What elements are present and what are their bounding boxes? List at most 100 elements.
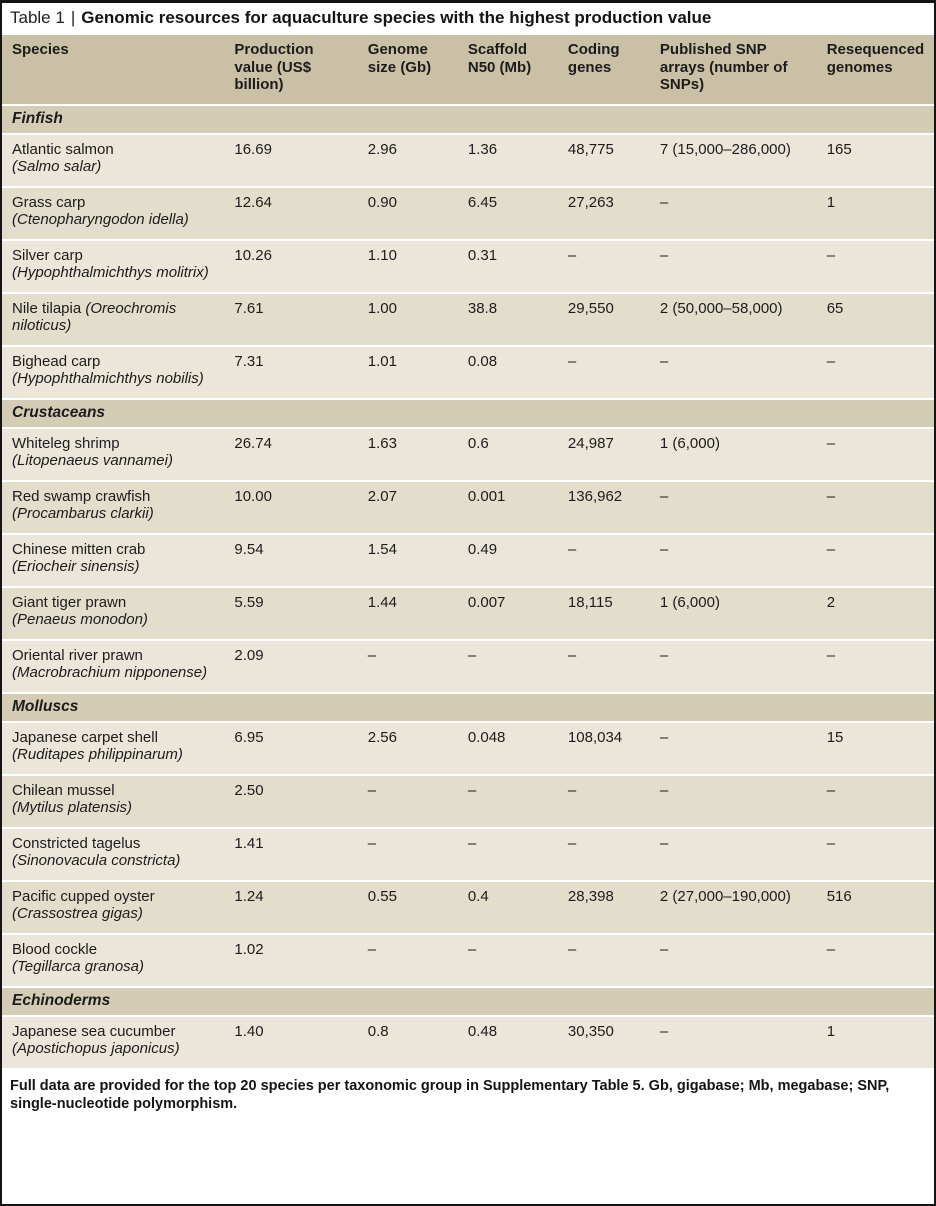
table-cell: 2.56 xyxy=(357,721,458,776)
table-cell: – xyxy=(649,639,817,694)
table-cell: 1.54 xyxy=(357,533,458,588)
table-cell: – xyxy=(816,480,934,535)
species-scientific-name: (Hypophthalmichthys molitrix) xyxy=(12,264,209,281)
table-cell: – xyxy=(816,239,934,294)
table-row: Chilean mussel (Mytilus platensis) 2.50– – –… xyxy=(2,774,934,829)
species-scientific-name: (Mytilus platensis) xyxy=(12,799,133,816)
table-cell: – xyxy=(649,239,817,294)
table-cell: 7.31 xyxy=(224,345,358,400)
species-cell: Blood cockle (Tegillarca granosa) xyxy=(2,933,225,988)
table-cell: 0.55 xyxy=(357,880,458,935)
species-scientific-name: (Salmo salar) xyxy=(12,158,102,175)
table-cell: – xyxy=(557,774,650,829)
table-cell: 0.007 xyxy=(457,586,558,641)
species-scientific-name: (Penaeus monodon) xyxy=(12,611,148,628)
species-cell: Constricted tagelus (Sinonovacula constri… xyxy=(2,827,225,882)
table-cell: 7 (15,000–286,000) xyxy=(649,133,817,188)
table-cell: – xyxy=(457,639,558,694)
species-scientific-name: (Ctenopharyngodon idella) xyxy=(12,211,189,228)
section-header-row: Finfish xyxy=(2,104,934,135)
species-cell: Giant tiger prawn (Penaeus monodon) xyxy=(2,586,225,641)
table-cell: 0.31 xyxy=(457,239,558,294)
table-cell: 2.09 xyxy=(224,639,358,694)
table-cell: 1.10 xyxy=(357,239,458,294)
table-body: Finfish Atlantic salmon (Salmo salar) 16.69… xyxy=(2,104,934,1070)
table-row: Grass carp (Ctenopharyngodon idella) 12.64… xyxy=(2,186,934,241)
table-cell: – xyxy=(557,827,650,882)
table-cell: 2 (27,000–190,000) xyxy=(649,880,817,935)
table-cell: – xyxy=(816,427,934,482)
table-footnote: Full data are provided for the top 20 sp… xyxy=(2,1069,934,1121)
table-cell: – xyxy=(557,933,650,988)
species-cell: Grass carp (Ctenopharyngodon idella) xyxy=(2,186,225,241)
table-row: Bighead carp (Hypophthalmichthys nobilis)… xyxy=(2,345,934,400)
column-header-genome-size: Genome size (Gb) xyxy=(357,33,458,106)
table-row: Japanese carpet shell (Ruditapes philippi… xyxy=(2,721,934,776)
species-scientific-name: (Macrobrachium nipponense) xyxy=(12,664,208,681)
table-row: Chinese mitten crab (Eriocheir sinensis) 9… xyxy=(2,533,934,588)
table-cell: 7.61 xyxy=(224,292,358,347)
species-cell: Whiteleg shrimp (Litopenaeus vannamei) xyxy=(2,427,225,482)
table-cell: – xyxy=(649,774,817,829)
species-scientific-name: (Ruditapes philippinarum) xyxy=(12,746,183,763)
table-cell: 1.63 xyxy=(357,427,458,482)
table-cell: 2.96 xyxy=(357,133,458,188)
table-cell: – xyxy=(816,933,934,988)
table-row: Atlantic salmon (Salmo salar) 16.69 2.96 1.3… xyxy=(2,133,934,188)
table-cell: – xyxy=(816,827,934,882)
table-cell: 108,034 xyxy=(557,721,650,776)
table-cell: 27,263 xyxy=(557,186,650,241)
table-cell: 1.02 xyxy=(224,933,358,988)
table-row: Oriental river prawn (Macrobrachium nippo… xyxy=(2,639,934,694)
table-cell: – xyxy=(357,774,458,829)
table-row: Silver carp (Hypophthalmichthys molitrix)… xyxy=(2,239,934,294)
table-cell: 28,398 xyxy=(557,880,650,935)
table-cell: 1.44 xyxy=(357,586,458,641)
table-cell: 0.48 xyxy=(457,1015,558,1070)
table-cell: – xyxy=(649,533,817,588)
species-common-name: Blood cockle xyxy=(12,940,98,958)
table-row: Japanese sea cucumber (Apostichopus japon… xyxy=(2,1015,934,1070)
table-cell: 1.01 xyxy=(357,345,458,400)
species-cell: Red swamp crawfish (Procambarus clarkii) xyxy=(2,480,225,535)
table-cell: 165 xyxy=(816,133,934,188)
table-cell: 10.00 xyxy=(224,480,358,535)
species-common-name: Bighead carp xyxy=(12,352,101,370)
table-cell: 0.49 xyxy=(457,533,558,588)
table-number-label: Table 1 xyxy=(10,8,65,27)
section-header-row: Crustaceans xyxy=(2,398,934,429)
column-header-scaffold-n50: Scaffold N50 (Mb) xyxy=(457,33,558,106)
table-cell: 10.26 xyxy=(224,239,358,294)
table-cell: 0.8 xyxy=(357,1015,458,1070)
section-title: Echinoderms xyxy=(2,986,934,1017)
species-cell: Chinese mitten crab (Eriocheir sinensis) xyxy=(2,533,225,588)
species-common-name: Constricted tagelus xyxy=(12,834,141,852)
table-title: Table 1 | Genomic resources for aquacultur… xyxy=(2,3,934,33)
header-row: Species Production value (US$ billion) G… xyxy=(2,33,934,106)
species-scientific-name: (Oreochromis niloticus) xyxy=(12,299,177,335)
table-cell: 1.36 xyxy=(457,133,558,188)
table-cell: 1 xyxy=(816,1015,934,1070)
table-title-text: Genomic resources for aquaculture specie… xyxy=(81,8,712,27)
species-scientific-name: (Eriocheir sinensis) xyxy=(12,558,140,575)
species-cell: Nile tilapia (Oreochromis niloticus) xyxy=(2,292,225,347)
table-cell: 1.24 xyxy=(224,880,358,935)
section-header-row: Echinoderms xyxy=(2,986,934,1017)
species-common-name: Silver carp xyxy=(12,246,83,264)
species-common-name: Grass carp xyxy=(12,193,86,211)
species-cell: Bighead carp (Hypophthalmichthys nobilis) xyxy=(2,345,225,400)
table-cell: – xyxy=(457,827,558,882)
table-cell: 1.00 xyxy=(357,292,458,347)
table-cell: 1 (6,000) xyxy=(649,427,817,482)
section-header-row: Molluscs xyxy=(2,692,934,723)
table-cell: – xyxy=(649,345,817,400)
table-cell: 5.59 xyxy=(224,586,358,641)
species-common-name: Atlantic salmon xyxy=(12,140,114,158)
column-header-snp-arrays: Published SNP arrays (number of SNPs) xyxy=(649,33,817,106)
table-cell: – xyxy=(649,721,817,776)
table-cell: – xyxy=(357,933,458,988)
table-cell: – xyxy=(649,827,817,882)
genomic-resources-table: Species Production value (US$ billion) G… xyxy=(2,33,934,1070)
table-row: Whiteleg shrimp (Litopenaeus vannamei) 26.… xyxy=(2,427,934,482)
